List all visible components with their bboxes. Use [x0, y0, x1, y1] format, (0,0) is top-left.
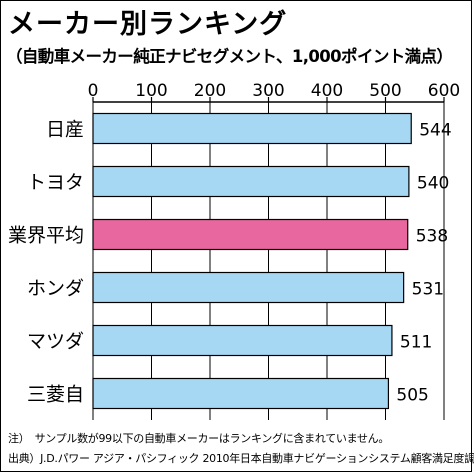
x-tick-label: 100: [135, 81, 167, 101]
category-label: トヨタ: [27, 172, 84, 194]
value-label: 505: [396, 386, 428, 406]
value-label: 531: [412, 280, 444, 300]
x-tick-label: 300: [252, 81, 284, 101]
bar-3: [92, 218, 409, 251]
chart-title: メーカー別ランキング: [8, 9, 288, 40]
footnote-source: 出典）J.D.パワー アジア・パシフィック 2010年日本自動車ナビゲーションシ…: [8, 452, 474, 465]
category-label: ホンダ: [27, 278, 84, 300]
bar-4: [92, 271, 405, 304]
x-tick-label: 500: [369, 81, 401, 101]
bar-1: [92, 112, 412, 145]
value-label: 538: [416, 227, 448, 247]
x-tick-label: 600: [428, 81, 460, 101]
value-label: 511: [400, 333, 432, 353]
category-label: 業界平均: [8, 225, 84, 247]
bar-6: [92, 377, 390, 410]
footnote-sample-size: 注） サンプル数が99以下の自動車メーカーはランキングに含まれていません。: [8, 432, 390, 445]
bar-5: [92, 324, 393, 357]
value-label: 540: [417, 174, 449, 194]
category-label: 三菱自: [27, 384, 84, 406]
x-tick-label: 200: [194, 81, 226, 101]
bar-2: [92, 165, 410, 198]
x-tick-label: 400: [311, 81, 343, 101]
value-label: 544: [419, 121, 451, 141]
chart-subtitle: （自動車メーカー純正ナビセグメント、1,000ポイント満点）: [6, 47, 453, 66]
x-tick-label: 0: [88, 81, 99, 101]
category-label: 日産: [46, 119, 84, 141]
category-label: マツダ: [27, 331, 84, 353]
